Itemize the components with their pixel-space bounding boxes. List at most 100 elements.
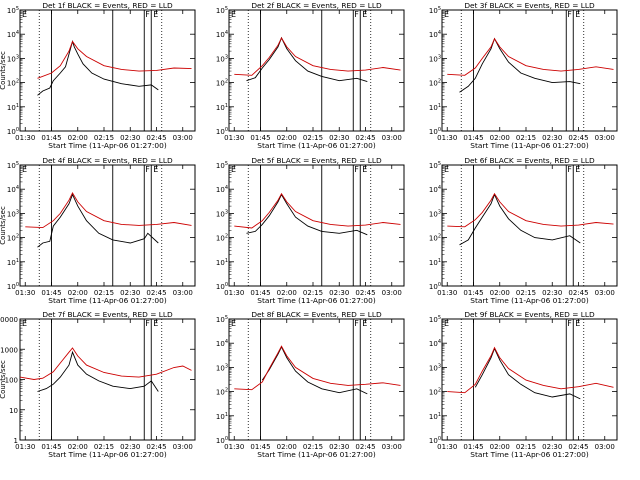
x-tick-label: 02:15 [516, 289, 536, 297]
x-tick-label: 01:45 [250, 443, 270, 451]
plot-frame [228, 9, 405, 132]
marker-f-label: F [354, 319, 359, 328]
marker-e-label: E [575, 165, 580, 174]
y-tick-label: 103 [216, 363, 228, 372]
y-tick-label: 104 [7, 185, 19, 194]
y-tick-label: 102 [216, 234, 228, 243]
x-tick-label: 01:45 [250, 134, 270, 142]
y-tick-label: 100 [5, 377, 18, 385]
marker-f-label: F [145, 10, 150, 19]
x-axis-label: Start Time (11-Apr-06 01:27:00) [257, 141, 376, 150]
panel-title: Det 6f BLACK = Events, RED = LLD [464, 156, 595, 165]
x-tick-label: 02:30 [329, 289, 349, 297]
y-tick-label: 102 [429, 388, 441, 397]
y-tick-label: 103 [216, 209, 228, 218]
panel-title: Det 2f BLACK = Events, RED = LLD [251, 1, 382, 10]
lld-series-line [25, 191, 192, 229]
x-tick-label: 03:00 [595, 443, 615, 451]
y-tick-label: 101 [216, 258, 228, 267]
x-tick-label: 02:00 [68, 443, 88, 451]
marker-f-label: F [567, 319, 572, 328]
x-tick-label: 02:45 [355, 289, 375, 297]
x-tick-label: 02:00 [277, 289, 297, 297]
plot-frame [228, 318, 405, 441]
y-tick-label: 101 [429, 258, 441, 267]
x-tick-label: 02:15 [516, 134, 536, 142]
x-tick-label: 02:30 [542, 443, 562, 451]
y-tick-label: 104 [216, 30, 228, 39]
panel-title: Det 8f BLACK = Events, RED = LLD [251, 310, 382, 319]
x-tick-label: 02:15 [303, 289, 323, 297]
events-series-line [459, 193, 581, 246]
y-tick-label: 102 [429, 234, 441, 243]
lld-series-line [447, 346, 614, 394]
x-tick-label: 01:30 [224, 134, 244, 142]
events-series-line [37, 350, 159, 392]
lld-series-line [447, 192, 614, 228]
marker-e-left-label: E [22, 10, 27, 19]
x-tick-label: 02:30 [120, 289, 140, 297]
panel-title: Det 3f BLACK = Events, RED = LLD [464, 1, 595, 10]
x-tick-label: 03:00 [595, 134, 615, 142]
marker-e-left-label: E [444, 165, 449, 174]
x-axis-label: Start Time (11-Apr-06 01:27:00) [48, 296, 167, 305]
x-tick-label: 02:00 [490, 134, 510, 142]
x-axis-label: Start Time (11-Apr-06 01:27:00) [257, 296, 376, 305]
x-tick-label: 03:00 [173, 134, 193, 142]
y-tick-label: 102 [7, 79, 19, 88]
x-tick-label: 01:30 [224, 289, 244, 297]
panel-title: Det 4f BLACK = Events, RED = LLD [42, 156, 173, 165]
plot-frame [441, 318, 618, 441]
lld-series-line [37, 40, 192, 79]
y-tick-label: 102 [216, 79, 228, 88]
y-tick-label: 100 [429, 282, 441, 291]
marker-e-left-label: E [444, 10, 449, 19]
y-axis-label: Counts/sec [0, 51, 7, 90]
y-tick-label: 101 [216, 103, 228, 112]
marker-f-label: F [354, 165, 359, 174]
y-tick-label: 105 [429, 161, 441, 170]
y-tick-label: 105 [216, 315, 228, 324]
marker-f-label: F [145, 319, 150, 328]
marker-e-label: E [362, 165, 367, 174]
x-tick-label: 02:45 [568, 289, 588, 297]
y-tick-label: 104 [7, 30, 19, 39]
y-tick-label: 104 [429, 185, 441, 194]
marker-f-label: F [354, 10, 359, 19]
x-tick-label: 01:45 [41, 443, 61, 451]
x-tick-label: 02:15 [303, 134, 323, 142]
lld-series-line [234, 192, 401, 229]
events-series-line [37, 193, 159, 248]
lld-series-line [19, 347, 192, 380]
panel-title: Det 5f BLACK = Events, RED = LLD [251, 156, 382, 165]
events-series-line [246, 36, 368, 83]
x-tick-label: 02:15 [94, 134, 114, 142]
y-tick-label: 104 [216, 185, 228, 194]
plot-frame [441, 164, 618, 287]
x-tick-label: 02:00 [68, 134, 88, 142]
y-tick-label: 105 [429, 6, 441, 15]
x-tick-label: 03:00 [382, 289, 402, 297]
x-tick-label: 02:15 [303, 443, 323, 451]
x-tick-label: 03:00 [595, 289, 615, 297]
x-tick-label: 02:45 [568, 443, 588, 451]
y-tick-label: 103 [7, 209, 19, 218]
y-tick-label: 101 [7, 258, 19, 267]
x-tick-label: 01:45 [463, 289, 483, 297]
x-tick-label: 02:00 [277, 134, 297, 142]
x-tick-label: 03:00 [173, 289, 193, 297]
y-tick-label: 105 [7, 161, 19, 170]
marker-e-label: E [575, 319, 580, 328]
marker-e-left-label: E [444, 319, 449, 328]
y-tick-label: 1 [14, 437, 18, 445]
marker-e-label: E [153, 10, 158, 19]
x-tick-label: 02:30 [120, 443, 140, 451]
events-series-line [246, 193, 368, 236]
x-tick-label: 01:30 [437, 134, 457, 142]
